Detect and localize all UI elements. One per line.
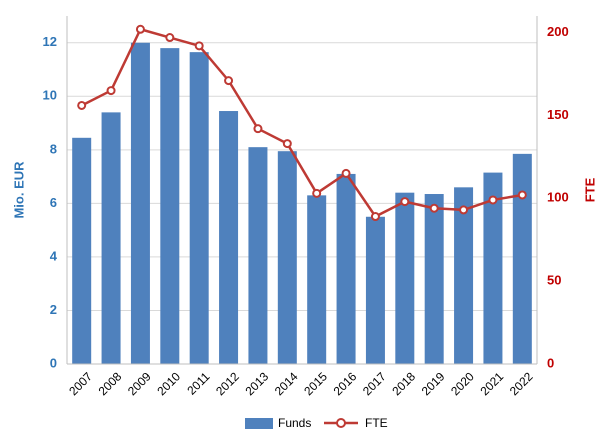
fte-point (400, 197, 410, 207)
fte-point (253, 124, 263, 134)
left-tick-label: 2 (50, 302, 57, 317)
right-tick-label: 50 (547, 273, 561, 288)
fte-point (224, 76, 234, 86)
funds-bars (72, 42, 532, 365)
x-tick-label: 2015 (301, 369, 330, 398)
x-tick-label: 2018 (389, 369, 418, 398)
bar (454, 187, 474, 364)
right-tick-label: 100 (547, 190, 569, 205)
x-tick-label: 2022 (507, 369, 536, 398)
x-tick-label: 2010 (154, 369, 183, 398)
bar (277, 151, 297, 364)
left-tick-label: 6 (50, 195, 57, 210)
x-tick-label: 2008 (96, 369, 125, 398)
bar (512, 153, 532, 364)
bar (248, 147, 268, 364)
x-tick-label: 2017 (360, 369, 389, 398)
fte-line (81, 28, 523, 218)
x-tick-label: 2011 (184, 369, 212, 397)
x-tick-label: 2016 (331, 369, 360, 398)
legend: Funds FTE (245, 416, 388, 430)
legend-fte-label: FTE (365, 416, 388, 430)
x-tick-label: 2014 (272, 369, 301, 398)
fte-point (135, 24, 145, 34)
x-tick-label: 2012 (213, 369, 242, 398)
right-axis-ticks: 0 50 100 150 200 (547, 24, 569, 370)
fte-point (488, 195, 498, 205)
x-tick-label: 2009 (125, 369, 154, 398)
bar (395, 192, 415, 364)
x-tick-label: 2013 (242, 369, 271, 398)
x-tick-label: 2007 (66, 369, 95, 398)
x-axis-ticks: 2007 2008 2009 2010 2011 2012 2013 2014 2015 2016… (66, 369, 536, 398)
bar (72, 137, 92, 364)
right-tick-label: 200 (547, 24, 569, 39)
right-tick-label: 150 (547, 107, 569, 122)
fte-point (341, 168, 351, 178)
bar (483, 172, 503, 364)
left-tick-label: 12 (43, 34, 57, 49)
fte-point (429, 203, 439, 213)
fte-point (282, 139, 292, 149)
fte-point (312, 188, 322, 198)
bar (130, 42, 150, 365)
axes (66, 16, 538, 365)
legend-fte-swatch-marker (336, 418, 346, 428)
x-tick-label: 2019 (419, 369, 448, 398)
bar (219, 111, 239, 365)
fte-point (77, 100, 87, 110)
fte-point (165, 33, 175, 43)
fte-line-series (77, 24, 527, 222)
bar (160, 48, 180, 364)
bar (307, 195, 327, 364)
fte-point (370, 212, 380, 222)
bar (189, 52, 209, 365)
left-axis-ticks: 0 2 4 6 8 10 12 (43, 34, 58, 370)
bar (101, 112, 121, 364)
fte-point (194, 41, 204, 51)
x-tick-label: 2020 (448, 369, 477, 398)
x-tick-label: 2021 (477, 369, 506, 398)
right-axis-title: FTE (582, 177, 597, 202)
fte-point (459, 205, 469, 215)
left-axis-title: Mio. EUR (11, 161, 26, 219)
left-tick-label: 8 (50, 141, 57, 156)
left-tick-label: 10 (43, 88, 57, 103)
left-tick-label: 4 (50, 248, 58, 263)
fte-point (517, 190, 527, 200)
right-tick-label: 0 (547, 355, 554, 370)
legend-funds-label: Funds (278, 416, 311, 430)
legend-funds-swatch (245, 418, 273, 429)
bar (365, 216, 385, 364)
bar (336, 173, 356, 364)
bar (424, 194, 444, 364)
left-tick-label: 0 (50, 355, 57, 370)
fte-point (106, 86, 116, 96)
